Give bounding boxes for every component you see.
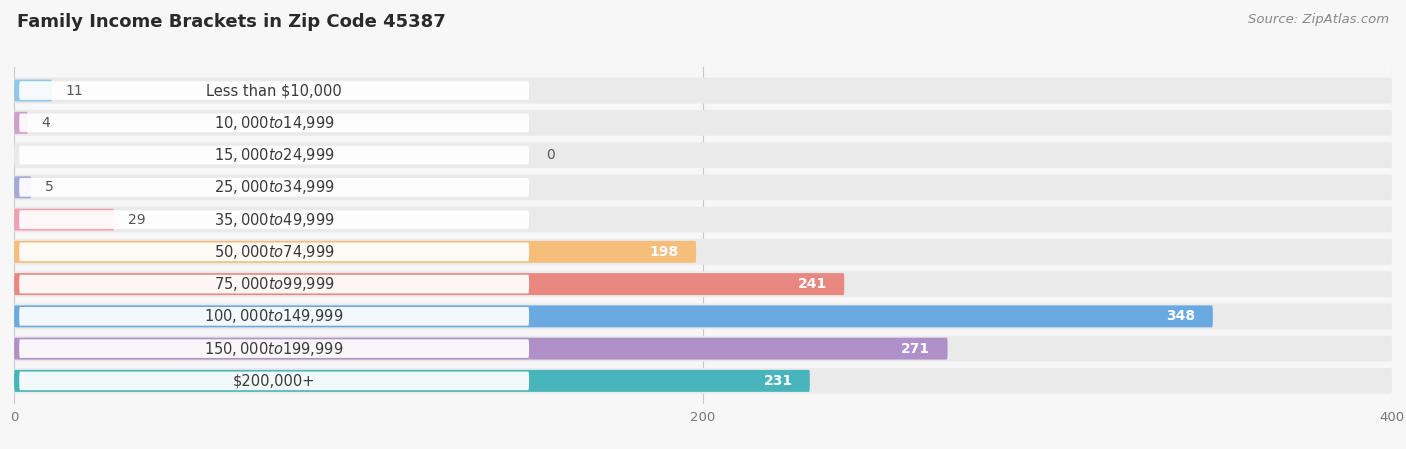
FancyBboxPatch shape xyxy=(14,142,1392,168)
FancyBboxPatch shape xyxy=(14,305,1213,327)
FancyBboxPatch shape xyxy=(20,81,529,100)
Text: $50,000 to $74,999: $50,000 to $74,999 xyxy=(214,243,335,261)
Text: $75,000 to $99,999: $75,000 to $99,999 xyxy=(214,275,335,293)
Text: $150,000 to $199,999: $150,000 to $199,999 xyxy=(204,339,344,357)
FancyBboxPatch shape xyxy=(14,239,1392,265)
Text: $15,000 to $24,999: $15,000 to $24,999 xyxy=(214,146,335,164)
FancyBboxPatch shape xyxy=(14,79,52,101)
FancyBboxPatch shape xyxy=(14,78,1392,103)
FancyBboxPatch shape xyxy=(14,209,114,231)
FancyBboxPatch shape xyxy=(14,176,31,198)
FancyBboxPatch shape xyxy=(14,112,28,134)
FancyBboxPatch shape xyxy=(20,178,529,197)
FancyBboxPatch shape xyxy=(14,368,1392,394)
FancyBboxPatch shape xyxy=(14,370,810,392)
FancyBboxPatch shape xyxy=(14,273,844,295)
Text: $25,000 to $34,999: $25,000 to $34,999 xyxy=(214,178,335,196)
Text: Less than $10,000: Less than $10,000 xyxy=(207,83,342,98)
Text: 241: 241 xyxy=(797,277,827,291)
Text: Source: ZipAtlas.com: Source: ZipAtlas.com xyxy=(1249,13,1389,26)
FancyBboxPatch shape xyxy=(14,241,696,263)
Text: Family Income Brackets in Zip Code 45387: Family Income Brackets in Zip Code 45387 xyxy=(17,13,446,31)
Text: 11: 11 xyxy=(66,84,83,97)
Text: 0: 0 xyxy=(547,148,555,162)
Text: 231: 231 xyxy=(763,374,793,388)
Text: 271: 271 xyxy=(901,342,931,356)
FancyBboxPatch shape xyxy=(20,339,529,358)
Text: $35,000 to $49,999: $35,000 to $49,999 xyxy=(214,211,335,229)
FancyBboxPatch shape xyxy=(14,175,1392,200)
Text: $100,000 to $149,999: $100,000 to $149,999 xyxy=(204,308,344,326)
FancyBboxPatch shape xyxy=(20,307,529,326)
FancyBboxPatch shape xyxy=(14,336,1392,361)
Text: 29: 29 xyxy=(128,212,145,227)
FancyBboxPatch shape xyxy=(20,242,529,261)
FancyBboxPatch shape xyxy=(20,210,529,229)
FancyBboxPatch shape xyxy=(14,304,1392,329)
Text: 348: 348 xyxy=(1167,309,1195,323)
FancyBboxPatch shape xyxy=(20,114,529,132)
Text: 198: 198 xyxy=(650,245,679,259)
FancyBboxPatch shape xyxy=(14,271,1392,297)
FancyBboxPatch shape xyxy=(20,146,529,164)
Text: 5: 5 xyxy=(45,180,53,194)
FancyBboxPatch shape xyxy=(20,275,529,294)
FancyBboxPatch shape xyxy=(14,207,1392,233)
FancyBboxPatch shape xyxy=(14,110,1392,136)
Text: 4: 4 xyxy=(42,116,51,130)
Text: $10,000 to $14,999: $10,000 to $14,999 xyxy=(214,114,335,132)
FancyBboxPatch shape xyxy=(14,338,948,360)
FancyBboxPatch shape xyxy=(20,372,529,390)
Text: $200,000+: $200,000+ xyxy=(233,374,315,388)
